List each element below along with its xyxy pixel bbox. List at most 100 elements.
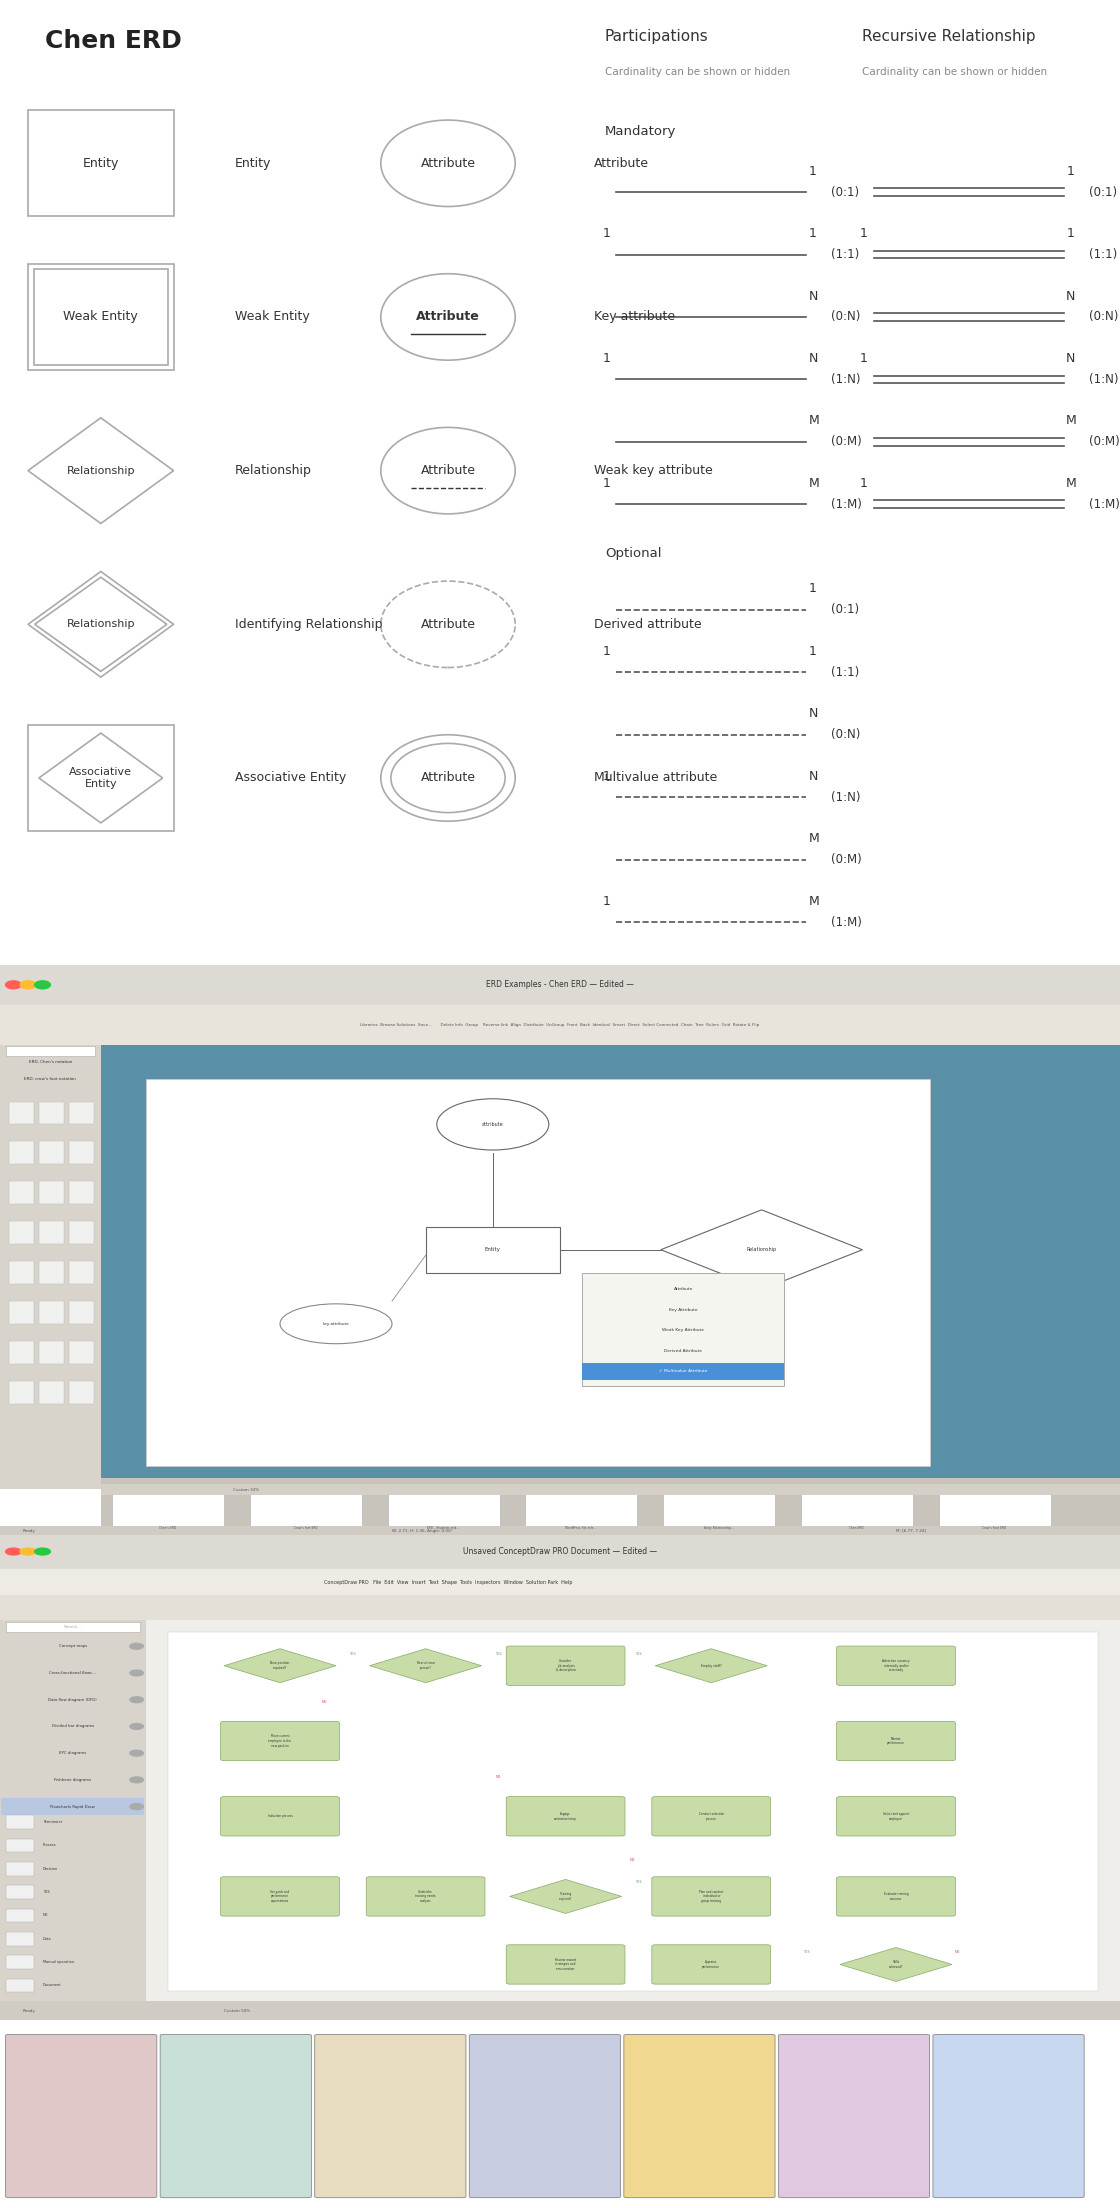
Text: N: N — [809, 289, 818, 302]
Bar — [69, 1221, 94, 1243]
Circle shape — [130, 1669, 143, 1676]
Bar — [34, 269, 168, 364]
Bar — [6, 1815, 34, 1828]
Polygon shape — [224, 1649, 336, 1682]
Text: (1:M): (1:M) — [831, 916, 862, 930]
Text: (1:1): (1:1) — [831, 667, 859, 678]
Text: Optional: Optional — [605, 548, 661, 561]
Text: ConceptDraw PRO   File  Edit  View  Insert  Text  Shape  Tools  Inspectors  Wind: ConceptDraw PRO File Edit View Insert Te… — [324, 1579, 572, 1585]
Text: Participations: Participations — [605, 29, 709, 44]
Text: M: M — [809, 415, 820, 428]
Bar — [69, 1301, 94, 1325]
FancyBboxPatch shape — [837, 1645, 955, 1685]
Text: Process: Process — [43, 1844, 56, 1848]
Text: (1:N): (1:N) — [1089, 373, 1118, 386]
Bar — [28, 265, 174, 369]
Bar — [146, 1621, 1120, 2000]
Text: Advertise vacancy
internally and/or
externally: Advertise vacancy internally and/or exte… — [883, 1658, 909, 1671]
Bar — [168, 1632, 1098, 1992]
Text: ERD, Chen's notation: ERD, Chen's notation — [29, 1060, 72, 1064]
Text: Terminator: Terminator — [43, 1819, 62, 1824]
Bar — [801, 1484, 913, 1532]
Bar — [39, 1142, 64, 1164]
FancyBboxPatch shape — [624, 2034, 775, 2197]
Text: (0:N): (0:N) — [1089, 311, 1118, 322]
Text: NO: NO — [43, 1914, 48, 1917]
Bar — [69, 1340, 94, 1365]
Bar — [939, 1484, 1051, 1532]
Bar — [0, 1535, 1120, 1568]
Circle shape — [130, 1751, 143, 1755]
Text: Entity-Relationship...: Entity-Relationship... — [703, 1526, 735, 1530]
Text: N: N — [809, 771, 818, 784]
Circle shape — [6, 1548, 21, 1554]
Text: (0:1): (0:1) — [831, 185, 859, 199]
Bar — [39, 1380, 64, 1404]
Text: Concept maps: Concept maps — [58, 1645, 87, 1649]
Circle shape — [130, 1643, 143, 1649]
Text: Ready: Ready — [22, 2009, 35, 2014]
Text: YES: YES — [495, 1652, 502, 1656]
Text: Training
required?: Training required? — [559, 1892, 572, 1901]
FancyBboxPatch shape — [837, 1797, 955, 1837]
Text: Induction process: Induction process — [268, 1815, 292, 1819]
Text: Weak Entity: Weak Entity — [235, 311, 310, 322]
FancyBboxPatch shape — [221, 1877, 339, 1917]
Text: W: 2.71, H: 1.36, Angle: 0.00°: W: 2.71, H: 1.36, Angle: 0.00° — [392, 1528, 452, 1532]
Text: Manual operation: Manual operation — [43, 1961, 74, 1965]
Text: Custom 59%: Custom 59% — [224, 2009, 250, 2014]
Bar — [9, 1261, 34, 1283]
Text: Data: Data — [43, 1936, 52, 1941]
Polygon shape — [370, 1649, 482, 1682]
Text: Attribute: Attribute — [420, 157, 476, 170]
Bar — [0, 1594, 1120, 1621]
Text: 1: 1 — [809, 166, 816, 177]
Text: YES: YES — [349, 1652, 356, 1656]
Text: Derived attribute: Derived attribute — [594, 618, 701, 631]
Text: Ready: Ready — [22, 1528, 35, 1532]
Text: (0:M): (0:M) — [1089, 435, 1119, 448]
Bar — [39, 1221, 64, 1243]
Text: Select and appoint
employee: Select and appoint employee — [883, 1813, 909, 1822]
Bar — [0, 1005, 1120, 1044]
Bar — [525, 1484, 637, 1532]
Text: ✓ Multivalue Attribute: ✓ Multivalue Attribute — [659, 1369, 708, 1373]
Text: Weak key attribute: Weak key attribute — [594, 464, 712, 477]
Text: Custom 34%: Custom 34% — [233, 1488, 260, 1493]
Text: M: M — [809, 477, 820, 490]
Text: 1: 1 — [603, 477, 610, 490]
Circle shape — [130, 1777, 143, 1782]
Text: Weak Key Attribute: Weak Key Attribute — [662, 1327, 704, 1331]
Bar — [28, 724, 174, 830]
Bar — [0, 1568, 1120, 1594]
FancyBboxPatch shape — [933, 2034, 1084, 2197]
Text: Associative
Entity: Associative Entity — [69, 766, 132, 788]
FancyBboxPatch shape — [506, 1645, 625, 1685]
Circle shape — [35, 980, 50, 989]
Text: N: N — [809, 707, 818, 720]
Bar — [101, 1484, 1120, 1495]
Text: Attribute: Attribute — [420, 771, 476, 784]
Bar — [9, 1301, 34, 1325]
Circle shape — [6, 980, 21, 989]
Text: Derived Attribute: Derived Attribute — [664, 1349, 702, 1354]
Text: YES: YES — [635, 1879, 642, 1883]
Bar — [0, 1621, 146, 2000]
Text: (0:M): (0:M) — [831, 852, 861, 866]
Circle shape — [20, 980, 36, 989]
Text: 1: 1 — [603, 771, 610, 784]
Text: 1: 1 — [603, 645, 610, 658]
Text: Weak Entity: Weak Entity — [64, 311, 138, 322]
Text: Cardinality can be shown or hidden: Cardinality can be shown or hidden — [862, 66, 1047, 77]
Text: Decision: Decision — [43, 1866, 58, 1870]
Circle shape — [130, 1804, 143, 1811]
Bar — [0, 965, 1120, 1005]
Bar — [39, 1340, 64, 1365]
Bar — [101, 1477, 1120, 1535]
Bar — [28, 110, 174, 216]
Text: Data flow diagram (DFD): Data flow diagram (DFD) — [48, 1698, 97, 1702]
Text: (1:N): (1:N) — [831, 373, 860, 386]
Circle shape — [20, 1548, 36, 1554]
Bar — [9, 1142, 34, 1164]
Text: Entity: Entity — [235, 157, 271, 170]
